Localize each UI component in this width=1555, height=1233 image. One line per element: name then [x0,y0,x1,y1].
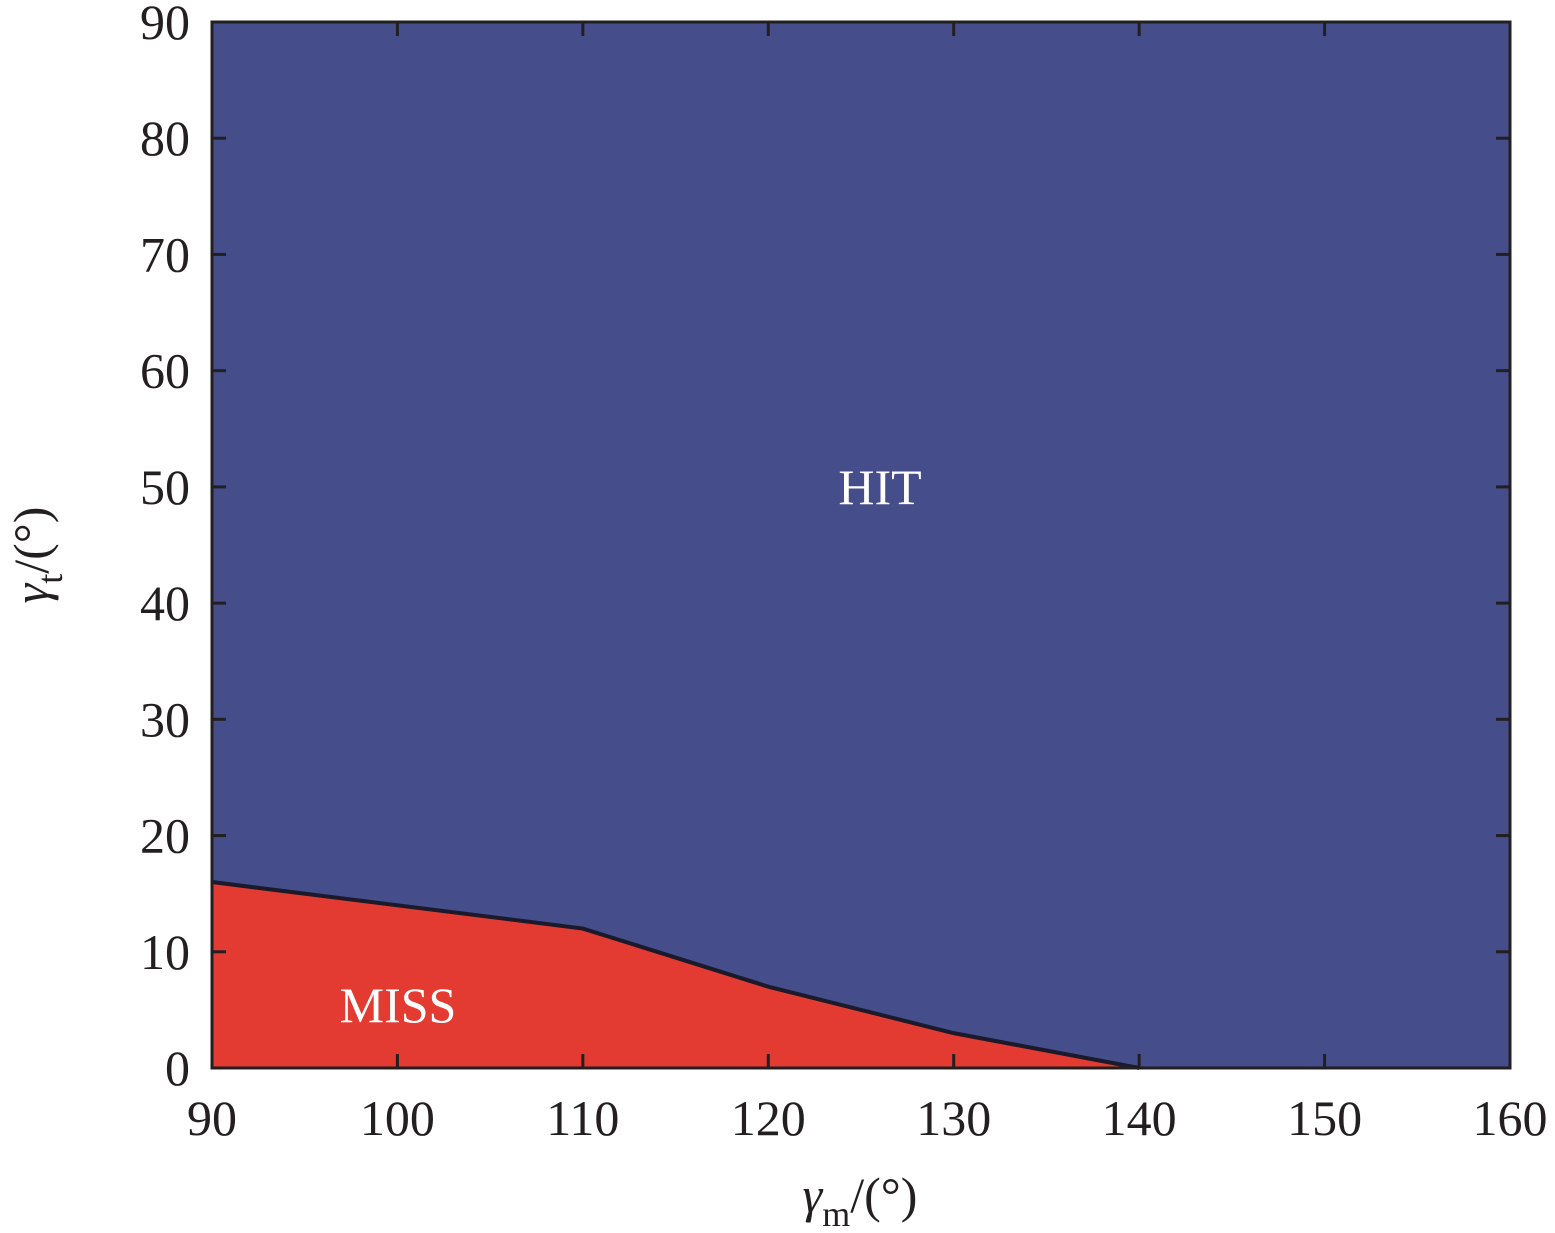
boundary-line [211,880,1140,1070]
y-tick-label: 50 [140,459,190,515]
plot-frame [210,20,1512,1070]
x-tick-label: 140 [1102,1090,1177,1146]
axis-symbol: γ [3,582,59,603]
axis-subscript: m [822,1194,850,1233]
y-axis-label: γt/(°) [3,507,70,604]
region-label: HIT [838,459,921,515]
region-label: MISS [340,977,457,1033]
y-tick-label: 80 [140,110,190,166]
x-tick-label: 90 [187,1090,237,1146]
x-axis-label: γm/(°) [803,1167,918,1233]
x-tick-label: 130 [916,1090,991,1146]
y-tick-label: 30 [140,691,190,747]
y-tick-label: 60 [140,343,190,399]
x-tick-label: 150 [1287,1090,1362,1146]
plot-background [212,22,1510,1068]
axis-unit: /(°) [3,507,59,574]
y-tick-label: 70 [140,226,190,282]
x-tick-label: 100 [360,1090,435,1146]
y-tick-label: 10 [140,924,190,980]
y-tick-label: 40 [140,575,190,631]
y-tick-label: 20 [140,808,190,864]
x-tick-label: 110 [546,1090,619,1146]
axis-unit: /(°) [850,1167,917,1223]
x-tick-label: 120 [731,1090,806,1146]
axis-symbol: γ [803,1167,824,1223]
axis-subscript: t [30,574,70,584]
y-tick-label: 90 [140,0,190,50]
x-tick-label: 160 [1473,1090,1548,1146]
y-tick-label: 0 [165,1040,190,1096]
